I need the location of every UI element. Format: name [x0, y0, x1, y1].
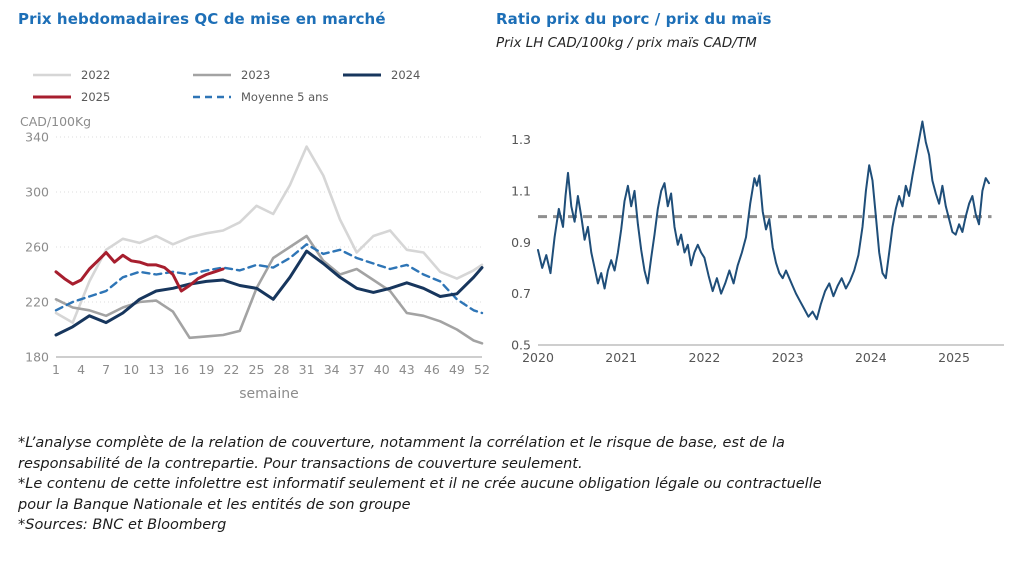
ratio-chart-panel: Ratio prix du porc / prix du maïs Prix L…	[496, 10, 1018, 385]
x-tick-label: 46	[424, 362, 440, 377]
legend-label: 2022	[81, 68, 111, 82]
legend-label: 2023	[241, 68, 271, 82]
x-tick-label: 31	[299, 362, 315, 377]
x-tick-label: 7	[102, 362, 110, 377]
y-tick-label: 0.5	[511, 338, 531, 353]
y-tick-label: 1.3	[511, 132, 531, 147]
x-tick-label: 2025	[938, 350, 970, 365]
x-tick-label: 2023	[772, 350, 804, 365]
y-tick-label: 300	[25, 185, 49, 200]
weekly-price-chart-panel: Prix hebdomadaires QC de mise en marché …	[18, 10, 492, 401]
weekly-price-chart-legend: 2022 2023 2024 2025 Moyenne 5 ans	[32, 68, 492, 104]
x-tick-label: 40	[374, 362, 390, 377]
legend-label: 2025	[81, 90, 111, 104]
legend-swatch-line	[33, 95, 71, 99]
footnotes: *L’analyse complète de la relation de co…	[18, 433, 842, 536]
footnote-sources: *Sources: BNC et Bloomberg	[18, 517, 227, 534]
x-tick-label: 10	[123, 362, 139, 377]
ratio-chart-title: Ratio prix du porc / prix du maïs	[496, 10, 772, 28]
y-tick-label: 0.7	[511, 286, 531, 301]
weekly-price-chart-title: Prix hebdomadaires QC de mise en marché	[18, 10, 386, 28]
legend-swatch-line	[193, 73, 231, 77]
legend-label: 2024	[391, 68, 421, 82]
series-line-2025	[54, 251, 225, 293]
x-tick-label: 16	[173, 362, 189, 377]
y-tick-label: 340	[25, 130, 49, 145]
legend-item-2024: 2024	[342, 68, 492, 82]
x-tick-label: 2022	[689, 350, 721, 365]
x-axis-title: semaine	[239, 386, 299, 401]
legend-label: Moyenne 5 ans	[241, 90, 329, 104]
x-tick-label: 34	[324, 362, 340, 377]
x-tick-label: 22	[223, 362, 239, 377]
legend-swatch-line	[193, 95, 231, 99]
y-tick-label: 260	[25, 240, 49, 255]
y-tick-label: 0.9	[511, 235, 531, 250]
y-tick-label: 180	[25, 350, 49, 365]
ratio-line-chart: 0.5 0.7 0.9 1.1 1.3 2020 2021 2022 2023 2024 2025	[511, 120, 1004, 365]
footnote-legal-disclaimer: *Le contenu de cette infolettre est info…	[18, 476, 822, 513]
y-tick-label: 1.1	[511, 183, 531, 198]
series-line-2024	[54, 249, 484, 337]
y-axis-unit-label: CAD/100Kg	[20, 114, 92, 129]
y-tick-label: 220	[25, 295, 49, 310]
x-tick-label: 4	[77, 362, 85, 377]
x-tick-label: 37	[349, 362, 365, 377]
x-tick-label: 49	[449, 362, 465, 377]
x-tick-label: 43	[399, 362, 415, 377]
legend-item-2025: 2025	[32, 90, 192, 104]
x-tick-label: 19	[198, 362, 214, 377]
x-tick-label: 28	[274, 362, 290, 377]
x-tick-label: 2020	[522, 350, 554, 365]
x-tick-label: 52	[474, 362, 490, 377]
legend-item-2023: 2023	[192, 68, 342, 82]
x-tick-label: 1	[52, 362, 60, 377]
series-line-2023	[54, 234, 484, 345]
x-tick-label: 2024	[855, 350, 887, 365]
series-line-2022	[54, 145, 484, 324]
legend-item-2022: 2022	[32, 68, 192, 82]
x-tick-label: 13	[148, 362, 164, 377]
weekly-price-line-chart: 180 220 260 300 340 1 4 7 10 13 16 19 22 25 28 31 34 37 40…	[25, 130, 490, 402]
legend-swatch-line	[343, 73, 381, 77]
legend-swatch-line	[33, 73, 71, 77]
x-tick-label: 25	[249, 362, 265, 377]
legend-item-moyenne-5-ans: Moyenne 5 ans	[192, 90, 342, 104]
footnote-hedging-disclaimer: *L’analyse complète de la relation de co…	[18, 435, 785, 472]
series-line-moyenne-5-ans	[54, 243, 484, 315]
x-tick-label: 2021	[605, 350, 637, 365]
series-line-ratio-porc/maïs	[537, 120, 990, 321]
ratio-chart-subtitle: Prix LH CAD/100kg / prix maïs CAD/TM	[496, 35, 757, 51]
